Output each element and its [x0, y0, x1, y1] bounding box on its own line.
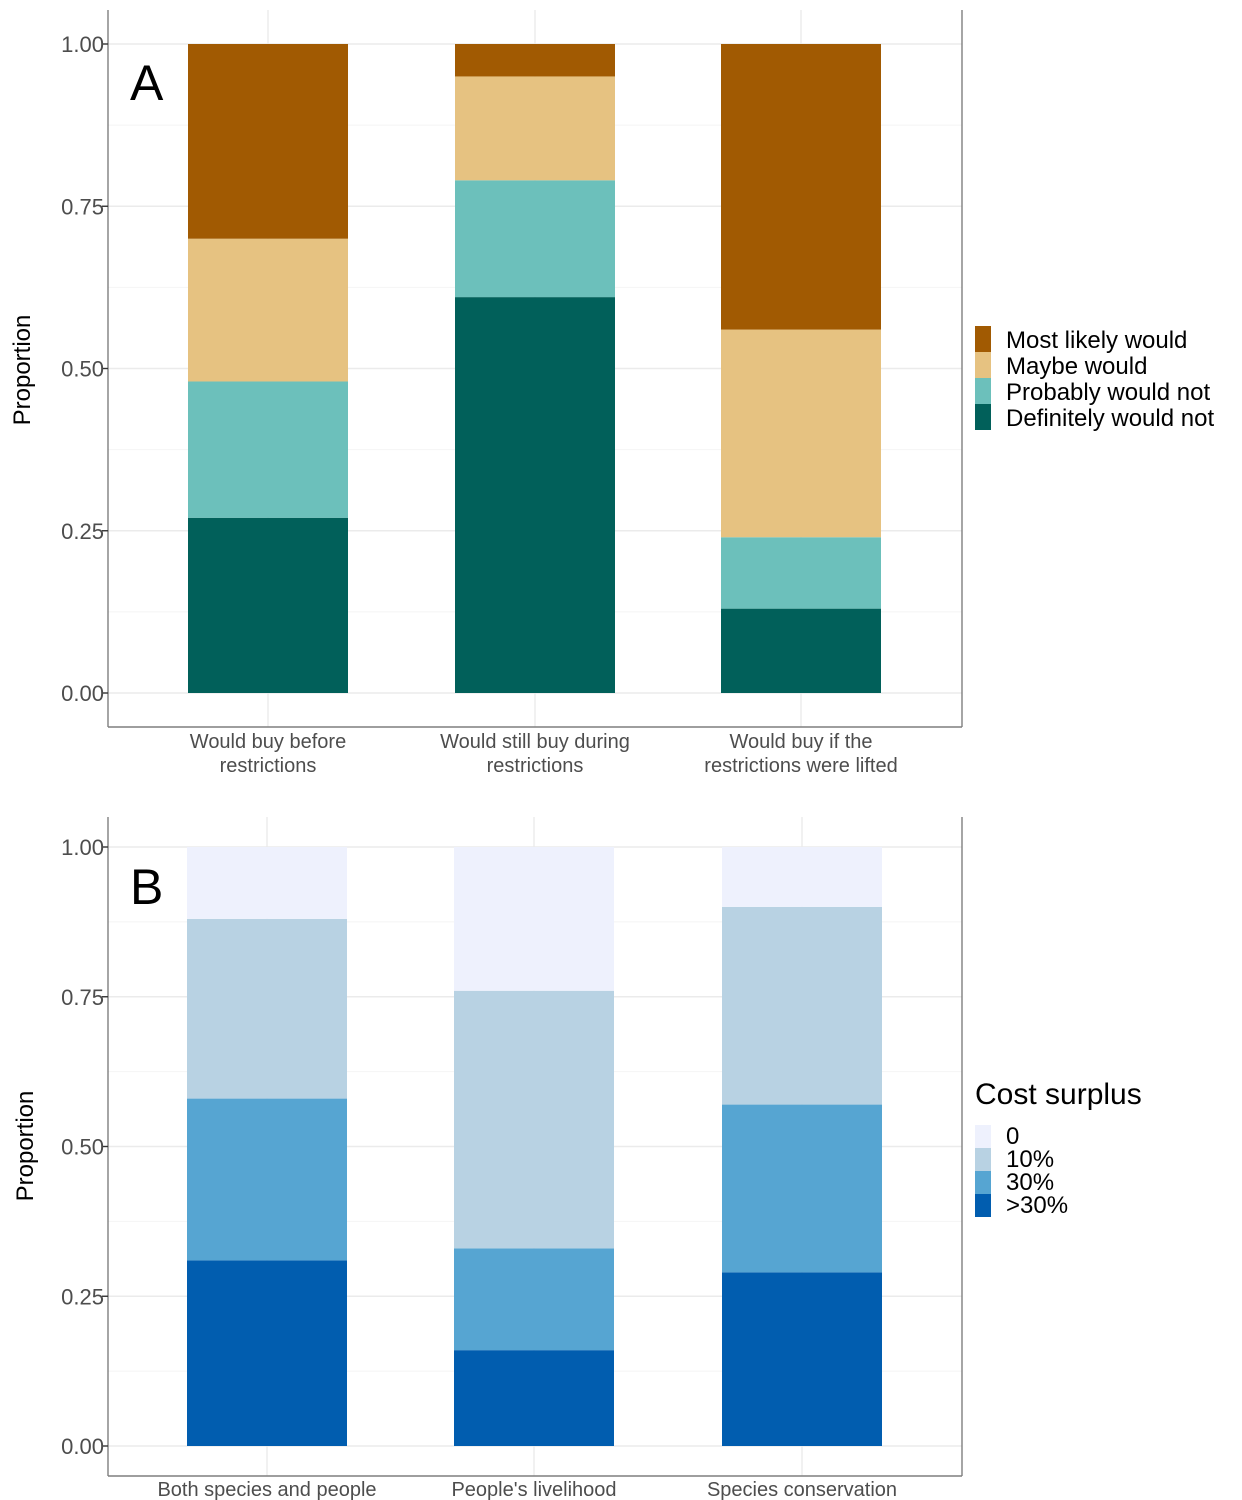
legend-label: Definitely would not — [1006, 405, 1214, 432]
legend-swatch — [975, 1125, 991, 1148]
y-tick-label: 1.00 — [61, 32, 104, 57]
y-tick-label: 0.75 — [61, 194, 104, 219]
bar-segment — [721, 608, 881, 693]
bar-segment — [188, 238, 348, 382]
y-tick-label: 0.50 — [61, 1135, 104, 1160]
bar-segment — [455, 76, 615, 181]
legend-label: Maybe would — [1006, 353, 1147, 380]
bar-segment — [455, 44, 615, 77]
bar-segment — [187, 847, 347, 919]
legend-label: Most likely would — [1006, 327, 1187, 354]
y-tick-label: 0.00 — [61, 1434, 104, 1459]
bar-segment — [454, 1248, 614, 1351]
bar-segment — [187, 918, 347, 1099]
legend: Cost surplus 010%30%>30% — [975, 1078, 1142, 1219]
bar-segment — [721, 329, 881, 538]
legend-swatch — [975, 1171, 991, 1194]
bar-segment — [188, 381, 348, 518]
legend-title: Cost surplus — [975, 1078, 1142, 1111]
bar-segment — [454, 847, 614, 991]
bar-segment — [188, 44, 348, 239]
bar-segment — [455, 180, 615, 298]
legend-swatch — [975, 1194, 991, 1217]
y-axis-title: Proportion — [9, 315, 36, 426]
x-tick-label: Would buy before restrictions — [190, 731, 346, 777]
y-tick-label: 0.25 — [61, 1284, 104, 1309]
legend-swatch — [975, 326, 991, 352]
x-tick-label: Would buy if the restrictions were lifted — [704, 731, 897, 777]
y-tick-label: 0.25 — [61, 519, 104, 544]
y-tick-label: 0.50 — [61, 357, 104, 382]
bar-segment — [187, 1098, 347, 1261]
panel-letter: B — [130, 859, 163, 915]
chart-panel-a: 0.00 0.25 0.50 0.75 1.00 Would buy before rest… — [9, 10, 1214, 777]
x-tick-label: Would still buy during restrictions — [440, 731, 630, 777]
bar-segment — [187, 1260, 347, 1446]
x-tick-label: Species conservation — [707, 1479, 897, 1500]
chart-panel-b: 0.00 0.25 0.50 0.75 1.00 Both species and peo… — [12, 817, 1142, 1500]
bar-segment — [454, 1350, 614, 1446]
bar-segment — [721, 44, 881, 330]
panel-letter: A — [130, 55, 164, 111]
legend-swatch — [975, 1148, 991, 1171]
y-tick-label: 0.00 — [61, 681, 104, 706]
legend-label: >30% — [1006, 1192, 1068, 1219]
bar-segment — [722, 1272, 882, 1446]
legend-swatch — [975, 378, 991, 404]
legend-label: 30% — [1006, 1169, 1054, 1196]
y-tick-label: 1.00 — [61, 835, 104, 860]
bar-segment — [722, 1104, 882, 1273]
bar-segment — [722, 906, 882, 1105]
x-tick-label: People's livelihood — [451, 1479, 616, 1500]
legend-swatch — [975, 352, 991, 378]
x-tick-label: Both species and people — [157, 1479, 376, 1500]
bar-segment — [188, 517, 348, 693]
legend-label: 10% — [1006, 1146, 1054, 1173]
y-tick-label: 0.75 — [61, 985, 104, 1010]
bar-segment — [455, 297, 615, 693]
bar-segment — [454, 990, 614, 1249]
y-axis-title: Proportion — [12, 1091, 39, 1202]
bar-segment — [722, 847, 882, 907]
legend-label: Probably would not — [1006, 379, 1210, 406]
bar-segment — [721, 537, 881, 609]
legend-swatch — [975, 404, 991, 430]
legend-label: 0 — [1006, 1123, 1019, 1150]
